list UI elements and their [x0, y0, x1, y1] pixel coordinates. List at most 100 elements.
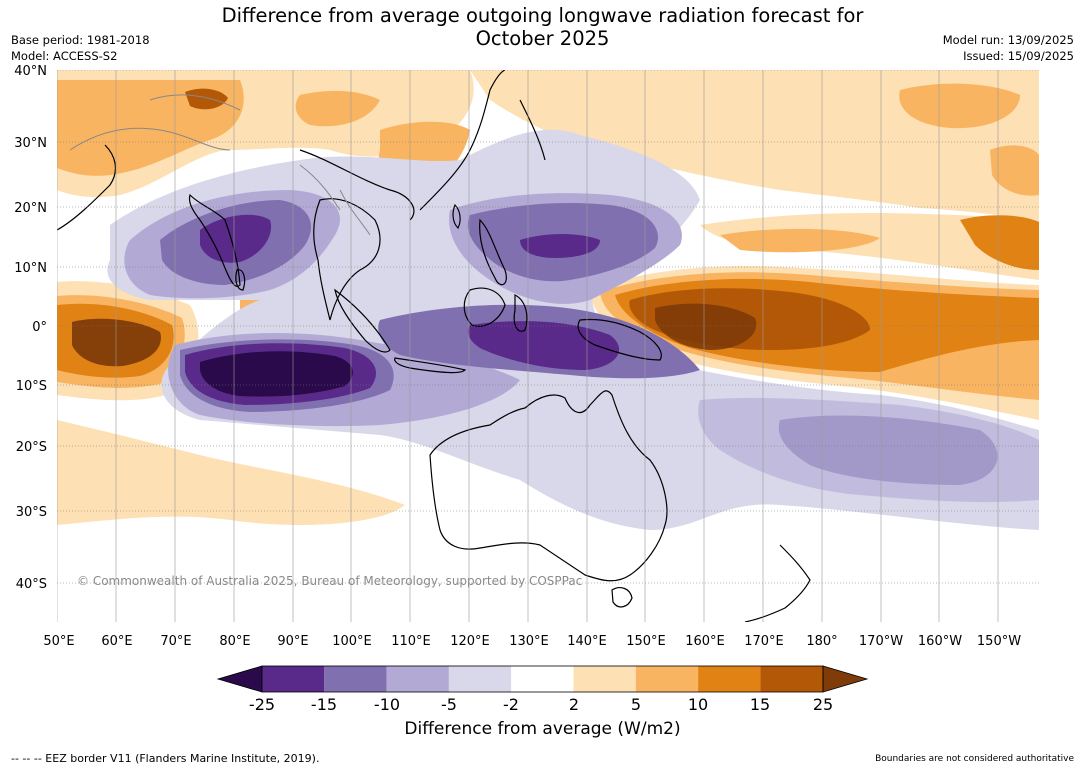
lon-label: 60°E — [101, 634, 132, 649]
lon-label: 110°E — [391, 634, 431, 649]
title-line-2: October 2025 — [475, 27, 610, 50]
lon-label: 150°W — [977, 634, 1021, 649]
coast-india — [188, 193, 241, 287]
colorbar-tick: 2 — [569, 695, 579, 714]
copyright-notice: © Commonwealth of Australia 2025, Bureau… — [77, 574, 583, 588]
colorbar-label: Difference from average (W/m2) — [404, 719, 681, 739]
title-line-1: Difference from average outgoing longwav… — [221, 4, 864, 27]
border-south-asia — [69, 94, 241, 151]
colorbar-tick: 10 — [688, 695, 708, 714]
coastlines — [57, 70, 811, 622]
coast-japan — [519, 99, 546, 161]
region-phil-sea-neg-15 — [520, 234, 600, 258]
region-china-pos — [295, 90, 380, 127]
coast-australia — [429, 390, 668, 582]
coast-sumatra — [334, 288, 391, 353]
coast-sulawesi — [513, 294, 528, 332]
coast-sri-lanka — [235, 269, 246, 291]
colorbar-segment — [698, 666, 761, 692]
anomaly-field — [57, 70, 1039, 622]
colorbar-segment — [324, 666, 387, 692]
colorbar-tick: 15 — [750, 695, 770, 714]
colorbar: -25 -15 -10 -5 -2 2 5 10 15 25 — [216, 665, 869, 714]
issued-date: Issued: 15/09/2025 — [963, 49, 1074, 63]
region-north-pacific-pos-10-b — [990, 145, 1039, 196]
meridians — [57, 70, 999, 622]
latitude-labels: 40°N 30°N 20°N 10°N 0° 10°S 20°S 30°S 40… — [14, 64, 47, 592]
colorbar-tick: 5 — [631, 695, 641, 714]
lat-label: 30°N — [14, 136, 47, 151]
colorbar-segment — [511, 666, 574, 692]
coast-arabia — [57, 144, 117, 231]
border-se-asia — [299, 164, 371, 236]
colorbar-ticks: -25 -15 -10 -5 -2 2 5 10 15 25 — [249, 695, 833, 714]
colorbar-segment — [448, 666, 512, 692]
colorbar-segment — [760, 666, 823, 692]
meta-right: Model run: 13/09/2025 Issued: 15/09/2025 — [943, 32, 1074, 64]
region-sw-pacific-neg-5 — [698, 397, 1039, 503]
lon-label: 160°W — [918, 634, 962, 649]
lon-label: 150°E — [626, 634, 666, 649]
colorbar-frame — [261, 665, 824, 693]
lat-label: 20°S — [16, 440, 47, 455]
colorbar-segment — [386, 666, 449, 692]
lat-label: 30°S — [16, 505, 47, 520]
map-title: Difference from average outgoing longwav… — [0, 4, 1085, 50]
coast-borneo — [463, 287, 506, 327]
colorbar-segment — [635, 666, 699, 692]
lon-label: 70°E — [160, 634, 191, 649]
lat-label: 20°N — [14, 201, 47, 216]
model-run: Model run: 13/09/2025 — [942, 33, 1074, 47]
lon-label: 160°E — [685, 634, 725, 649]
coast-new-guinea — [577, 318, 662, 361]
colorbar-tick: -2 — [503, 695, 519, 714]
lon-label: 180° — [806, 634, 837, 649]
colorbar-tick: -25 — [249, 695, 275, 714]
colorbar-tick: -10 — [374, 695, 400, 714]
region-north-pacific-pos-10-a — [899, 83, 1020, 129]
lon-label: 130°E — [509, 634, 549, 649]
lon-label: 120°E — [450, 634, 490, 649]
lat-label: 40°S — [16, 577, 47, 592]
lon-label: 80°E — [219, 634, 250, 649]
eez-border-note: -- -- -- EEZ border V11 (Flanders Marine… — [11, 752, 320, 765]
lon-label: 50°E — [43, 634, 74, 649]
lat-label: 10°S — [16, 379, 47, 394]
coast-east-asia — [299, 70, 506, 221]
coast-indochina — [313, 198, 381, 321]
colorbar-tick: -15 — [311, 695, 337, 714]
region-indian-ocean-neg-25 — [200, 351, 353, 397]
lon-label: 170°E — [744, 634, 784, 649]
lon-label: 100°E — [332, 634, 372, 649]
negative-anomalies — [107, 129, 1039, 530]
lat-label: 40°N — [14, 64, 47, 79]
base-period: Base period: 1981-2018 — [11, 33, 150, 47]
lon-label: 170°W — [859, 634, 903, 649]
region-central-pacific-pos-15 — [960, 215, 1039, 270]
coast-java — [394, 357, 467, 374]
region-central-pacific-pos-10 — [720, 228, 880, 253]
borders — [69, 94, 371, 236]
longitude-labels: 50°E 60°E 70°E 80°E 90°E 100°E 110°E 120… — [43, 634, 1021, 649]
boundaries-disclaimer: Boundaries are not considered authoritat… — [875, 754, 1074, 764]
lat-label: 0° — [32, 320, 47, 335]
colorbar-segment — [262, 666, 325, 692]
region-tibet-pos-15 — [185, 88, 228, 110]
region-equatorial-pacific-pos-max — [655, 303, 757, 350]
lon-label: 140°E — [567, 634, 607, 649]
region-west-indian-ocean-pos-25 — [72, 318, 161, 367]
meta-left: Base period: 1981-2018 Model: ACCESS-S2 — [11, 32, 150, 64]
lat-label: 10°N — [14, 261, 47, 276]
region-indonesia-neg-15 — [468, 321, 620, 370]
coast-philippines — [479, 218, 507, 286]
colorbar-min-arrow — [216, 665, 263, 693]
colorbar-segment — [573, 666, 636, 692]
region-north-pacific-pos — [470, 70, 1039, 220]
model-name: Model: ACCESS-S2 — [11, 49, 118, 63]
colorbar-max-arrow — [822, 665, 869, 693]
colorbar-tick: 25 — [813, 695, 833, 714]
colorbar-tick: -5 — [441, 695, 457, 714]
lon-label: 90°E — [277, 634, 308, 649]
coast-taiwan — [452, 203, 461, 230]
